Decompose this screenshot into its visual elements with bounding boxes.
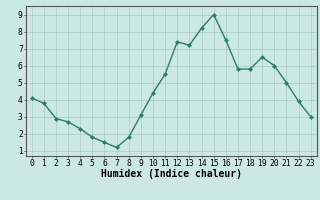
X-axis label: Humidex (Indice chaleur): Humidex (Indice chaleur) — [101, 169, 242, 179]
